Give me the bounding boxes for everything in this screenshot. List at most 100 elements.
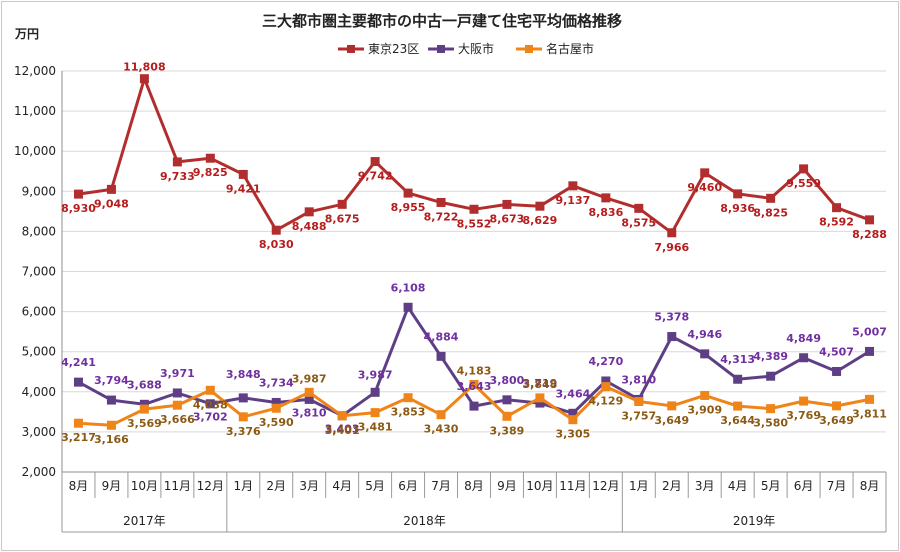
data-label: 3,810 [292, 406, 327, 419]
data-point [601, 382, 611, 392]
y-unit-label: 万円 [14, 27, 39, 41]
y-tick-label: 10,000 [14, 144, 56, 158]
data-point [139, 404, 149, 414]
data-point [568, 181, 578, 191]
data-point [502, 395, 512, 405]
data-point [568, 408, 578, 418]
legend-item: 名古屋市 [516, 41, 594, 56]
data-point [370, 157, 380, 167]
x-category-label: 9月 [102, 479, 122, 493]
x-category-label: 4月 [728, 479, 748, 493]
x-category-label: 12月 [592, 479, 619, 493]
data-point [436, 197, 446, 207]
data-label: 3,649 [654, 414, 689, 427]
data-label: 3,853 [391, 406, 426, 419]
data-label: 3,909 [687, 403, 722, 416]
y-tick-label: 7,000 [22, 265, 56, 279]
data-label: 3,734 [259, 376, 294, 389]
data-point [799, 396, 809, 406]
x-category-label: 1月 [629, 479, 649, 493]
data-label: 9,733 [160, 170, 195, 183]
data-point [370, 387, 380, 397]
data-label: 3,987 [292, 372, 327, 385]
data-label: 4,507 [819, 345, 854, 358]
data-label: 3,389 [490, 424, 525, 437]
data-label: 3,590 [259, 416, 294, 429]
data-point [799, 164, 809, 174]
data-label: 3,580 [753, 417, 788, 430]
legend-label: 東京23区 [368, 42, 419, 56]
data-point [139, 399, 149, 409]
data-point [106, 420, 116, 430]
x-category-label: 10月 [131, 479, 158, 493]
x-category-label: 11月 [164, 479, 191, 493]
data-label: 3,719 [523, 377, 558, 390]
data-label: 4,946 [687, 328, 722, 341]
data-label: 8,575 [621, 216, 656, 229]
data-label: 3,757 [621, 410, 656, 423]
data-point [172, 388, 182, 398]
data-point [436, 410, 446, 420]
legend-marker [347, 45, 355, 53]
data-label: 3,971 [160, 367, 195, 380]
data-point [469, 204, 479, 214]
data-point [502, 199, 512, 209]
data-point [568, 415, 578, 425]
data-point [469, 401, 479, 411]
data-label: 3,376 [226, 425, 261, 438]
x-category-label: 6月 [794, 479, 814, 493]
data-point [733, 401, 743, 411]
data-point [238, 169, 248, 179]
data-point [733, 374, 743, 384]
data-point [766, 193, 776, 203]
data-point [403, 393, 413, 403]
data-point [832, 401, 842, 411]
data-point [139, 74, 149, 84]
data-label: 8,030 [259, 238, 294, 251]
data-label: 8,675 [325, 212, 360, 225]
x-category-label: 8月 [69, 479, 89, 493]
legend-marker [525, 45, 533, 53]
data-point [304, 207, 314, 217]
data-point [238, 412, 248, 422]
data-point [370, 408, 380, 418]
data-label: 4,038 [193, 398, 228, 411]
data-point [766, 371, 776, 381]
data-label: 3,794 [94, 374, 129, 387]
data-point [205, 385, 215, 395]
data-point [172, 157, 182, 167]
data-point [436, 351, 446, 361]
y-tick-label: 9,000 [22, 184, 56, 198]
data-point [799, 353, 809, 363]
data-label: 8,673 [490, 212, 525, 225]
data-label: 9,742 [358, 170, 393, 183]
data-label: 3,702 [193, 411, 228, 424]
data-point [403, 188, 413, 198]
data-point [667, 401, 677, 411]
data-point [337, 411, 347, 421]
data-point [304, 387, 314, 397]
data-label: 4,389 [753, 350, 788, 363]
data-point [337, 199, 347, 209]
x-category-label: 4月 [332, 479, 352, 493]
data-point [535, 201, 545, 211]
data-label: 3,643 [457, 380, 492, 393]
data-label: 8,930 [61, 202, 96, 215]
data-label: 3,401 [325, 424, 360, 437]
data-label: 3,666 [160, 413, 195, 426]
y-tick-label: 6,000 [22, 305, 56, 319]
x-category-label: 3月 [299, 479, 319, 493]
x-category-label: 11月 [559, 479, 586, 493]
data-label: 9,137 [555, 194, 590, 207]
data-point [601, 193, 611, 203]
data-label: 3,987 [358, 368, 393, 381]
data-point [865, 215, 875, 225]
x-category-label: 10月 [526, 479, 553, 493]
data-label: 4,183 [457, 364, 492, 377]
data-label: 3,166 [94, 433, 129, 446]
data-point [502, 411, 512, 421]
data-point [865, 394, 875, 404]
